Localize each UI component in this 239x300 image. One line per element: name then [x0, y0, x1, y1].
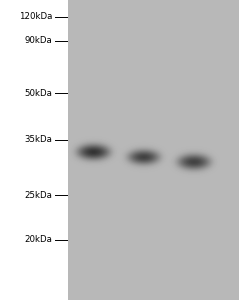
Text: 20kDa: 20kDa [24, 236, 52, 244]
Text: 50kDa: 50kDa [24, 88, 52, 98]
Text: 35kDa: 35kDa [24, 135, 52, 144]
Bar [0, 0, 68, 300]
Text: 120kDa: 120kDa [19, 12, 52, 21]
Bar [68, 0, 239, 300]
Text: 25kDa: 25kDa [24, 190, 52, 200]
Text: 90kDa: 90kDa [24, 36, 52, 45]
